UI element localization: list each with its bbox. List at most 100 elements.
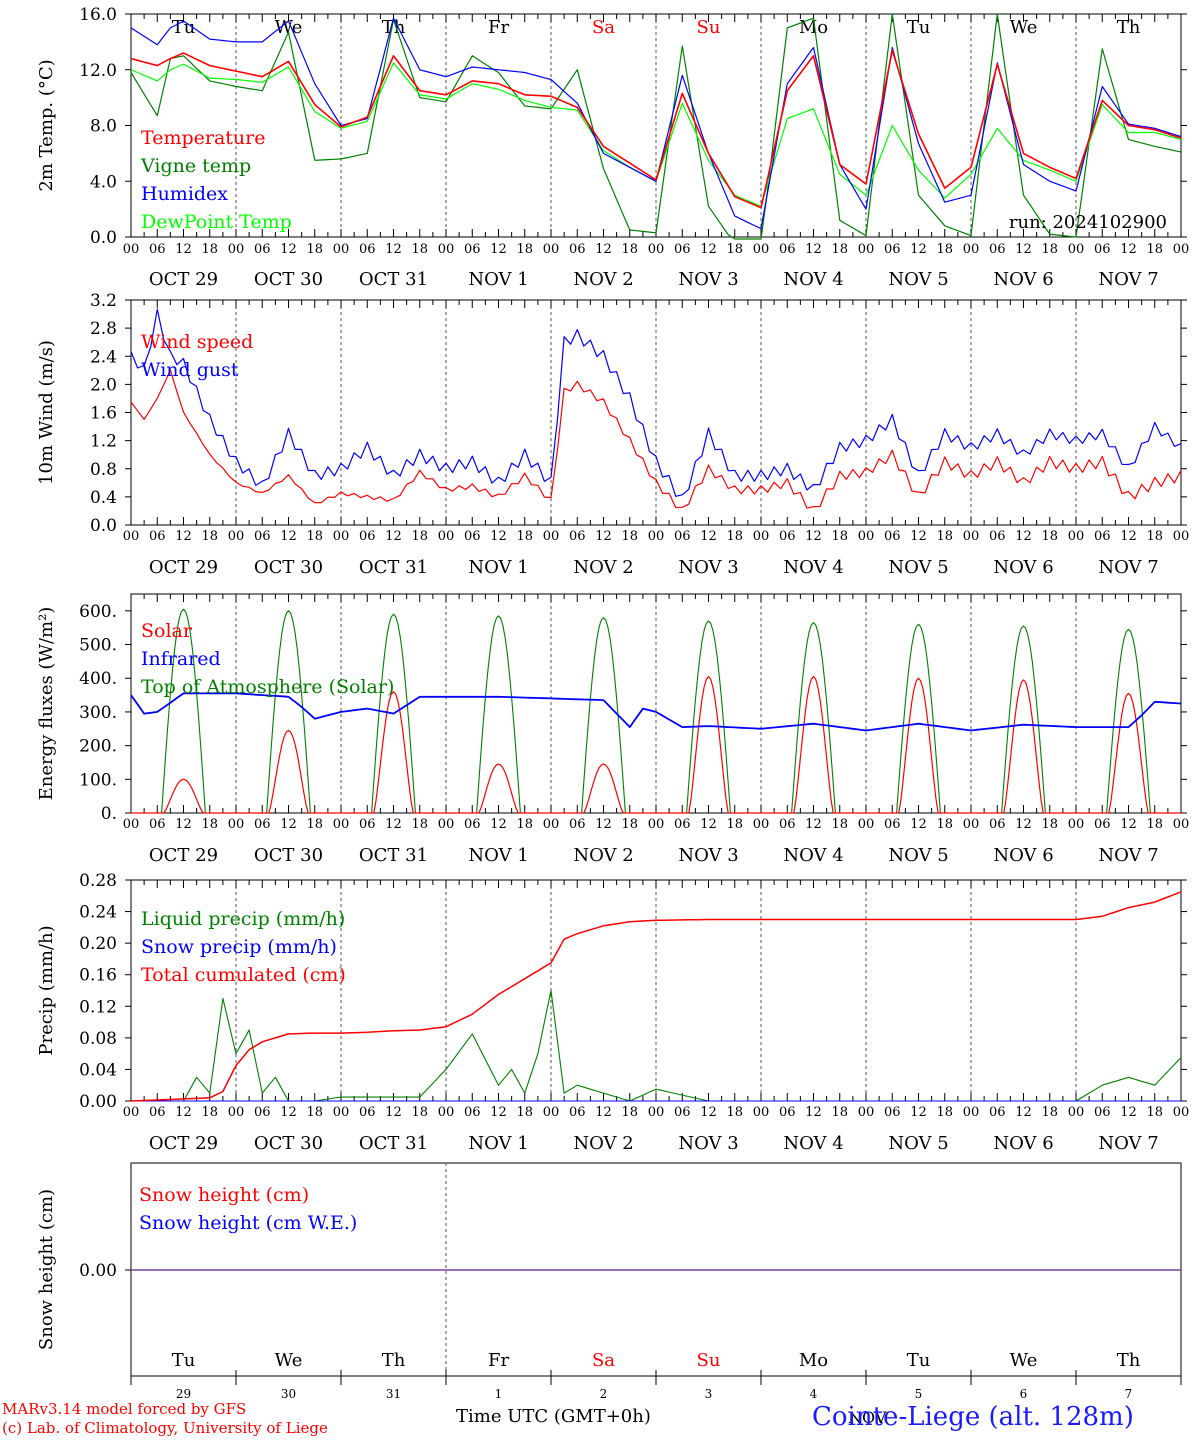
- hour-label: 12: [490, 1105, 507, 1120]
- hour-label: 06: [569, 817, 586, 832]
- hour-label: 00: [123, 1105, 140, 1120]
- hour-label: 18: [1041, 242, 1058, 257]
- hour-label: 18: [1146, 1105, 1163, 1120]
- y-tick-label: 0.00: [79, 1261, 117, 1281]
- day-abbr: Fr: [488, 17, 509, 38]
- legend-entry: Snow height (cm W.E.): [139, 1212, 357, 1234]
- hour-label: 00: [648, 1105, 665, 1120]
- series-line-0: [130, 49, 1182, 209]
- hour-label: 12: [175, 1105, 192, 1120]
- hour-label: 00: [1068, 529, 1085, 544]
- y-tick-label: 12.0: [79, 61, 117, 81]
- hour-label: 18: [201, 242, 218, 257]
- hour-label: 18: [516, 1105, 533, 1120]
- hour-label: 12: [490, 817, 507, 832]
- hour-label: 18: [306, 817, 323, 832]
- day-abbr: We: [275, 17, 303, 38]
- y-tick-label: 400.: [79, 669, 117, 689]
- hour-label: 00: [963, 242, 980, 257]
- model-credit: MARv3.14 model forced by GFS (c) Lab. of…: [2, 1400, 328, 1438]
- hour-label: 12: [595, 529, 612, 544]
- day-abbr: Tu: [172, 17, 196, 38]
- hour-label: 00: [123, 242, 140, 257]
- legend-entry: Top of Atmosphere (Solar): [141, 676, 394, 698]
- hour-label: 00: [228, 1105, 245, 1120]
- day-number: 4: [810, 1387, 818, 1401]
- hour-label: 06: [779, 1105, 796, 1120]
- hour-label: 00: [1068, 1105, 1085, 1120]
- hour-label: 12: [700, 529, 717, 544]
- date-label: NOV 3: [678, 845, 738, 866]
- legend-entry: Wind speed: [141, 331, 253, 353]
- day-abbr: Th: [382, 1350, 406, 1371]
- hour-label: 18: [831, 242, 848, 257]
- hour-label: 06: [254, 817, 271, 832]
- hour-label: 00: [648, 242, 665, 257]
- legend-entry: Solar: [141, 620, 193, 642]
- hour-label: 00: [858, 242, 875, 257]
- hour-label: 12: [1015, 817, 1032, 832]
- hour-label: 12: [280, 817, 297, 832]
- date-label: NOV 6: [993, 269, 1053, 290]
- hour-label: 12: [805, 1105, 822, 1120]
- day-abbr: Th: [1117, 17, 1141, 38]
- date-label: NOV 3: [678, 1133, 738, 1154]
- hour-label: 06: [1094, 1105, 1111, 1120]
- date-label: NOV 4: [783, 269, 843, 290]
- hour-label: 12: [1120, 242, 1137, 257]
- hour-label: 00: [228, 817, 245, 832]
- day-abbr: Tu: [907, 17, 931, 38]
- hour-label: 00: [1173, 817, 1190, 832]
- hour-label: 18: [1146, 817, 1163, 832]
- hour-label: 06: [884, 242, 901, 257]
- y-tick-label: 600.: [79, 602, 117, 622]
- hour-label: 00: [648, 817, 665, 832]
- hour-label: 12: [385, 1105, 402, 1120]
- hour-label: 00: [1173, 242, 1190, 257]
- y-axis-title: 10m Wind (m/s): [36, 340, 57, 485]
- legend-entry: Infrared: [141, 648, 221, 670]
- hour-label: 12: [910, 242, 927, 257]
- hour-label: 12: [805, 817, 822, 832]
- date-label: NOV 7: [1098, 269, 1158, 290]
- month-label: NOV: [848, 1408, 887, 1427]
- hour-label: 06: [674, 1105, 691, 1120]
- legend-entry: Liquid precip (mm/h): [141, 908, 345, 930]
- run-label: run: 2024102900: [1009, 212, 1167, 233]
- date-label: NOV 4: [783, 845, 843, 866]
- hour-label: 06: [989, 242, 1006, 257]
- hour-label: 06: [674, 242, 691, 257]
- y-tick-label: 0.4: [90, 488, 117, 508]
- hour-label: 18: [1041, 817, 1058, 832]
- date-label: NOV 2: [573, 845, 633, 866]
- hour-label: 06: [254, 242, 271, 257]
- hour-label: 00: [438, 242, 455, 257]
- date-label: OCT 30: [254, 557, 323, 578]
- hour-label: 12: [595, 1105, 612, 1120]
- date-label: NOV 1: [468, 845, 528, 866]
- panel-1: 10m Wind (m/s) 0.0 0.4 0.8 1.2 1.6 2.0 2.4 2.8 3.…: [36, 291, 1189, 578]
- hour-label: 00: [753, 242, 770, 257]
- hour-label: 18: [936, 529, 953, 544]
- hour-label: 06: [779, 817, 796, 832]
- time-axis-label: Time UTC (GMT+0h): [456, 1406, 651, 1427]
- day-number: 5: [915, 1387, 923, 1401]
- day-abbr: Th: [382, 17, 406, 38]
- y-tick-label: 0.0: [90, 516, 117, 536]
- hour-label: 00: [123, 529, 140, 544]
- hour-label: 18: [831, 529, 848, 544]
- panel-frame: [130, 299, 1182, 526]
- y-tick-label: 0.04: [79, 1060, 117, 1080]
- y-tick-label: 0.16: [79, 966, 117, 986]
- y-tick-label: 3.2: [90, 291, 117, 311]
- hour-label: 00: [543, 817, 560, 832]
- hour-label: 06: [149, 817, 166, 832]
- panel-4: Snow height (cm) 0.00 Snow height (cm) Snow…: [36, 1162, 1182, 1401]
- hour-label: 00: [963, 529, 980, 544]
- series-line-1: [130, 308, 1182, 497]
- hour-label: 06: [989, 1105, 1006, 1120]
- day-abbr: Tu: [172, 1350, 196, 1371]
- hour-label: 06: [674, 817, 691, 832]
- date-label: NOV 4: [783, 1133, 843, 1154]
